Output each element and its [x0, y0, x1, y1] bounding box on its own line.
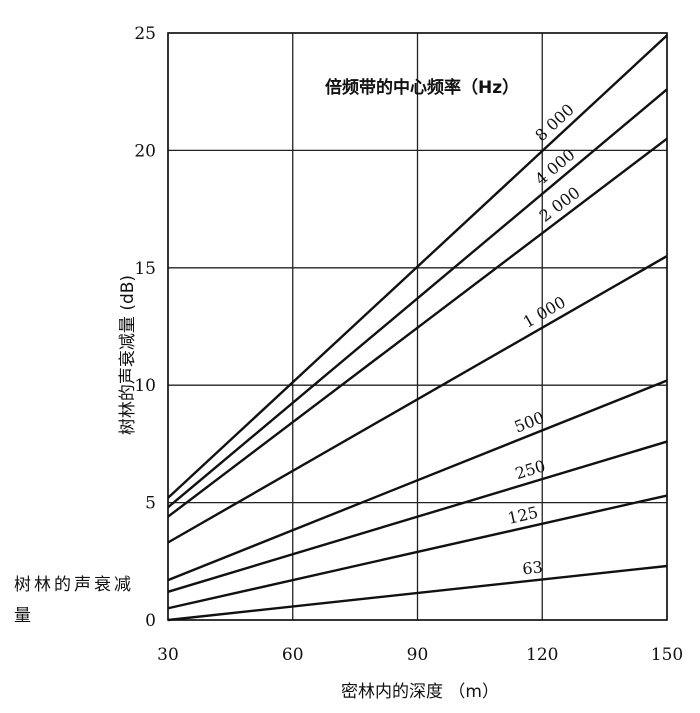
y-tick-label: 5 — [145, 494, 156, 514]
plot-frame — [167, 32, 668, 621]
series-line — [167, 137, 668, 518]
series-label: 63 — [521, 557, 543, 578]
x-axis-title: 密林内的深度 （m） — [341, 682, 499, 702]
series-line — [167, 88, 668, 509]
y-tick-label: 0 — [145, 611, 156, 631]
series-label: 125 — [506, 503, 540, 528]
y-axis-title: 树林的声衰减量 (dB) — [118, 275, 138, 435]
series-line — [167, 379, 668, 582]
series-line — [167, 440, 668, 593]
x-tick-labels: 30 60 90 120 150 — [157, 645, 683, 665]
y-tick-labels: 0 5 10 15 20 25 — [134, 24, 156, 631]
x-tick-label: 150 — [651, 645, 683, 665]
y-tick-label: 15 — [134, 259, 156, 279]
series-line — [167, 564, 668, 622]
x-tick-label: 60 — [282, 645, 304, 665]
y-tick-label: 20 — [134, 141, 156, 161]
series-line — [167, 34, 668, 499]
plot-border — [167, 32, 668, 621]
x-tick-label: 120 — [526, 645, 558, 665]
legend-title: 倍频带的中心频率（Hz） — [325, 77, 519, 98]
series-line — [167, 255, 668, 544]
x-tick-label: 90 — [407, 645, 429, 665]
y-tick-label: 10 — [134, 376, 156, 396]
series-line — [167, 494, 668, 610]
side-note: 树林的声衰减量 — [14, 575, 134, 626]
y-tick-label: 25 — [134, 24, 156, 44]
series-lines — [167, 34, 668, 622]
x-tick-label: 30 — [157, 645, 179, 665]
